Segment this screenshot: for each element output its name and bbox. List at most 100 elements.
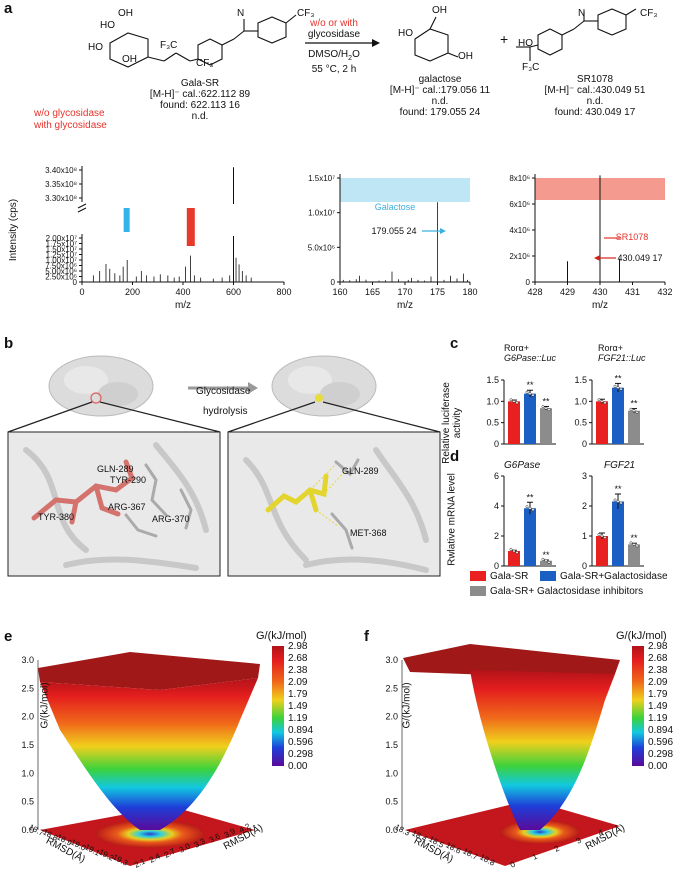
gala-sr-found: found: 622.113 16 bbox=[160, 100, 240, 111]
f-cbar-tick: 0.00 bbox=[648, 761, 668, 772]
bar-point bbox=[544, 406, 548, 410]
b-arrow-bottom-text: hydrolysis bbox=[203, 406, 248, 417]
gala-sr-ho-label: HO bbox=[100, 20, 115, 31]
plus-sign: + bbox=[500, 31, 509, 47]
e-cbar-tick: 0.596 bbox=[288, 737, 314, 748]
ms3-peak-arrowhead bbox=[594, 255, 600, 261]
bar-ytick-label: 1.5 bbox=[486, 375, 499, 385]
bar-charts-cd: 0 0.5 1.0 1.5 ** ** 0 0.5 1.0 1.5 ** ** 0 2 4 6 ** ** 0… bbox=[486, 373, 644, 571]
bar-point bbox=[528, 392, 532, 396]
ms2-peak-label: 179.055 24 bbox=[371, 226, 416, 236]
f-top-plateau bbox=[403, 644, 620, 676]
ms1-xtick-label: 0 bbox=[79, 287, 84, 297]
legend-with-glycosidase: with glycosidase bbox=[34, 120, 107, 131]
arrow-bottom-sub: 2 bbox=[348, 55, 353, 62]
panel-label-b: b bbox=[4, 335, 14, 352]
gala-sr-info: Gala-SR [M-H]⁻ cal.:622.112 89 found: 62… bbox=[140, 78, 260, 122]
ms-sr1078-highlight bbox=[186, 208, 195, 246]
free-energy-landscapes: 3.0 2.5 2.0 1.5 1.0 0.5 0.0 3.0 2.5 2.0 1.5 1.0 0.5 0… bbox=[21, 644, 620, 870]
bar-point bbox=[613, 384, 617, 388]
bar-ytick-label: 2 bbox=[494, 531, 499, 541]
galactose-info: galactose [M-H]⁻ cal.:179.056 11 n.d. fo… bbox=[380, 74, 500, 118]
bar-point bbox=[541, 405, 545, 409]
ms-galactose-spectrum: 160 165 170 175 180 0 5.0x10⁶ 1.0x10⁷ 1.5x10⁷ Gal… bbox=[308, 174, 478, 311]
e-top-plateau bbox=[38, 652, 260, 690]
bar-significance: ** bbox=[630, 533, 638, 543]
gala-sr-mh: [M-H]⁻ cal.:622.112 89 bbox=[149, 89, 251, 100]
protein-surface-right bbox=[271, 355, 377, 417]
bar bbox=[596, 401, 608, 444]
bar bbox=[628, 544, 640, 566]
mass-spectra: 0 200 400 600 80002.50x10⁶5.00x10⁶7.50x10⁶1.… bbox=[8, 166, 673, 311]
panel-label-c: c bbox=[450, 335, 459, 352]
f-cbar-tick: 1.19 bbox=[648, 713, 668, 724]
bar-point bbox=[616, 386, 620, 390]
bar-point bbox=[613, 498, 617, 502]
bar-point bbox=[600, 534, 604, 538]
c-left-title-line2: G6Pase::Luc bbox=[504, 353, 557, 363]
e-colorbar bbox=[272, 646, 284, 766]
b-arrow-top-text: Glycosidase bbox=[196, 386, 251, 397]
ms2-ytick-label: 1.5x10⁷ bbox=[308, 174, 335, 183]
ms1-ytick-label: 1.75x10⁷ bbox=[46, 240, 77, 249]
ms1-xtick-label: 400 bbox=[175, 287, 190, 297]
galactose-oh-top-label: OH bbox=[432, 5, 447, 16]
e-cbar-tick: 1.79 bbox=[288, 689, 308, 700]
bar-point bbox=[629, 407, 633, 411]
d-right-title: FGF21 bbox=[604, 460, 636, 471]
ms1-xtick-label: 600 bbox=[226, 287, 241, 297]
ms1-axis-break bbox=[77, 203, 87, 213]
bar-significance: ** bbox=[630, 399, 638, 409]
panel-label-e: e bbox=[4, 628, 13, 645]
bar-ytick-label: 0 bbox=[582, 439, 587, 449]
bar-ytick-label: 1.0 bbox=[574, 396, 587, 406]
f-ztick-label: 3.0 bbox=[385, 655, 398, 665]
bar-point bbox=[509, 548, 513, 551]
sr1078-found: found: 430.049 17 bbox=[554, 107, 636, 118]
bar-point bbox=[629, 541, 633, 545]
sr1078-cf3-label: CF₃ bbox=[640, 8, 658, 19]
ms3-xtick-label: 428 bbox=[527, 287, 542, 297]
gala-sr-cf3-label: CF₃ bbox=[297, 8, 315, 19]
e-cbar-tick: 2.68 bbox=[288, 653, 308, 664]
legend-without-glycosidase: w/o glycosidase bbox=[34, 108, 105, 119]
sr1078-ho-label: HO bbox=[518, 38, 533, 49]
bar bbox=[508, 401, 520, 444]
ms1-ytick-label: 5.00x10⁶ bbox=[45, 267, 77, 276]
ms2-xlabel: m/z bbox=[397, 300, 413, 311]
bar bbox=[628, 410, 640, 444]
bar-point bbox=[531, 508, 535, 512]
d-left-title: G6Pase bbox=[504, 460, 541, 471]
ms1-ytick-label: 1.25x10⁷ bbox=[46, 251, 77, 260]
ms1-xtick-label: 800 bbox=[276, 287, 291, 297]
bar-ytick-label: 6 bbox=[494, 471, 499, 481]
ms3-xlabel: m/z bbox=[592, 300, 608, 311]
ms2-ytick-label: 0 bbox=[331, 278, 336, 287]
f-ytick-label: 0 bbox=[509, 859, 518, 869]
galactose-nd: n.d. bbox=[431, 96, 449, 107]
ms1-ytick-upper-label: 3.40x10⁸ bbox=[45, 166, 77, 175]
ms1-ytick-label: 2.00x10⁷ bbox=[46, 234, 77, 243]
galactose-oh-right-label: OH bbox=[458, 51, 473, 62]
gala-sr-oh-top-label: OH bbox=[118, 8, 133, 19]
bar-point bbox=[547, 560, 551, 564]
bar bbox=[596, 536, 608, 566]
legend-wo-text: w/o glycosidase bbox=[34, 108, 105, 119]
f-ytick-label: 4 bbox=[597, 827, 606, 837]
ms1-ylabel: Intensity (cps) bbox=[8, 199, 19, 261]
arrow-top-line1: w/o or with bbox=[310, 18, 358, 29]
ms2-ytick-label: 5.0x10⁶ bbox=[308, 243, 335, 252]
bar bbox=[612, 501, 624, 566]
gala-sr-name: Gala-SR bbox=[180, 78, 220, 89]
legend-swatch-gray bbox=[470, 586, 486, 597]
c-left-title: Rorα+ G6Pase::Luc bbox=[504, 343, 556, 363]
ms3-xtick-label: 431 bbox=[625, 287, 640, 297]
bar-point bbox=[635, 410, 639, 414]
bar-ytick-label: 1 bbox=[582, 531, 587, 541]
bar-point bbox=[528, 506, 532, 510]
ms1-ytick-label: 7.50x10⁶ bbox=[45, 262, 77, 271]
legend-galactosidase-label: Gala-SR+Galactosidase bbox=[560, 571, 668, 582]
arrow-bottom-line1-end: O bbox=[352, 49, 360, 60]
ms-galactose-highlight bbox=[123, 208, 130, 232]
residue-arg-367-left: ARG-367 bbox=[108, 502, 146, 512]
